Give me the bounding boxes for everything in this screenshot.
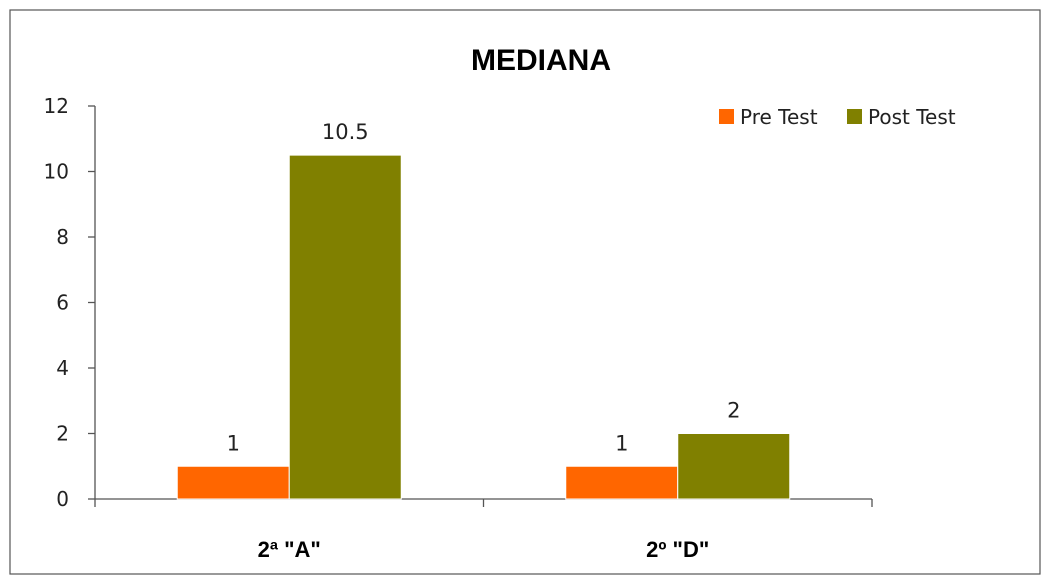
data-label: 10.5 (322, 120, 369, 144)
data-label: 2 (727, 399, 740, 423)
data-label: 1 (615, 431, 628, 455)
legend-swatch (847, 109, 862, 124)
chart-title: MEDIANA (471, 44, 611, 77)
y-tick-label: 12 (44, 94, 69, 118)
bar-pre-test-1 (176, 465, 290, 500)
data-label: 1 (227, 431, 240, 455)
chart-border (9, 9, 1041, 575)
legend-swatch (719, 109, 734, 124)
bar-pre-test-2 (565, 465, 679, 500)
y-tick-label: 2 (56, 422, 69, 446)
x-category-label: 2º "D" (646, 537, 709, 562)
bar-post-test-2 (677, 433, 791, 500)
legend: Pre Test Post Test (719, 105, 956, 129)
bars (176, 154, 791, 500)
bar-post-test-1 (288, 154, 402, 500)
data-labels: 1 10.5 1 2 (227, 120, 741, 455)
y-tick-label: 6 (56, 291, 69, 315)
legend-label: Post Test (868, 105, 956, 129)
x-category-label: 2ª "A" (258, 537, 321, 562)
y-tick-label: 4 (56, 356, 69, 380)
y-tick-label: 10 (44, 160, 69, 184)
legend-label: Pre Test (740, 105, 818, 129)
y-tick-label: 0 (56, 487, 69, 511)
y-tick-label: 8 (56, 225, 69, 249)
